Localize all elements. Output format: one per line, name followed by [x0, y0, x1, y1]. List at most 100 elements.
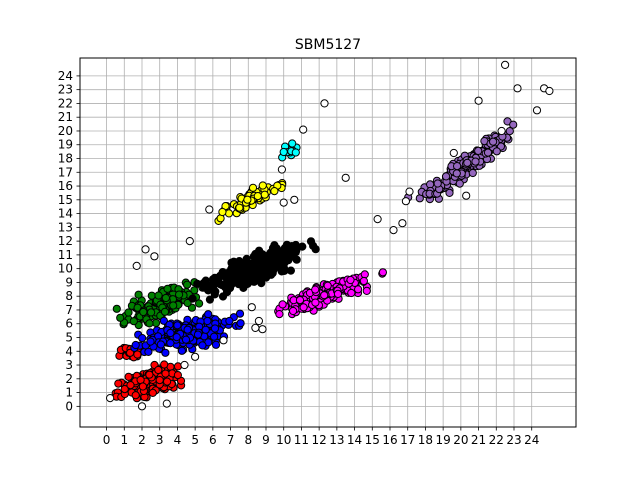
x-tick-label: 15: [365, 433, 380, 447]
data-point-blue: [177, 346, 186, 355]
x-tick-label: 12: [312, 433, 327, 447]
data-point-blue: [225, 316, 234, 326]
data-point-red: [124, 372, 133, 381]
data-point-outlier: [132, 261, 141, 270]
chart-title: SBM5127: [295, 37, 361, 53]
x-axis: 0 1 2 3 4 5 6 7 8 9 10 11 12 13 14 15 16 17 18 19 20 21 22 23 24: [103, 427, 539, 447]
data-point-black: [205, 281, 214, 290]
data-point-magenta: [299, 303, 308, 312]
data-point-magenta: [378, 268, 387, 277]
x-tick-label: 13: [329, 433, 344, 447]
x-tick-label: 2: [138, 433, 146, 447]
x-tick-label: 3: [156, 433, 164, 447]
data-point-green: [139, 307, 148, 317]
data-point-outlier: [162, 399, 171, 408]
data-point-magenta: [359, 276, 368, 286]
data-point-magenta: [360, 270, 369, 279]
data-point-black: [227, 278, 236, 287]
data-point-outlier: [405, 187, 414, 196]
data-point-magenta: [289, 306, 298, 316]
data-point-blue: [210, 324, 220, 333]
data-point-outlier: [290, 195, 299, 204]
data-point-blue: [166, 328, 175, 338]
data-point-magenta: [320, 291, 329, 300]
data-point-outlier: [401, 197, 410, 206]
data-point-blue: [161, 348, 170, 357]
data-point-blue: [236, 319, 245, 328]
data-point-cyan: [279, 147, 288, 157]
data-point-magenta: [295, 296, 305, 305]
data-point-purple: [453, 162, 462, 171]
data-point-black: [298, 242, 307, 251]
data-point-green: [169, 301, 178, 310]
data-point-green: [124, 308, 133, 317]
data-point-green: [129, 317, 138, 326]
y-tick-label: 0: [65, 399, 73, 413]
data-point-green: [195, 299, 204, 308]
data-point-red: [155, 376, 164, 385]
data-point-red: [131, 391, 140, 400]
data-point-black: [193, 279, 202, 288]
data-point-outlier: [106, 394, 115, 403]
data-point-outlier: [474, 96, 483, 105]
data-point-outlier: [277, 165, 286, 174]
x-tick-label: 8: [244, 433, 252, 447]
grid: [80, 58, 576, 427]
y-tick-label: 17: [58, 165, 73, 179]
data-point-black: [205, 295, 214, 304]
data-point-blue: [159, 316, 168, 325]
x-tick-label: 1: [120, 433, 128, 447]
data-points: [106, 60, 554, 411]
data-point-outlier: [180, 360, 189, 370]
data-point-blue: [193, 330, 203, 339]
data-point-outlier: [501, 60, 510, 70]
data-point-yellow: [253, 192, 262, 201]
data-point-blue: [183, 325, 192, 334]
data-point-outlier: [185, 237, 194, 246]
y-tick-label: 5: [65, 331, 73, 345]
y-tick-label: 12: [58, 234, 73, 248]
data-point-blue: [131, 340, 140, 350]
data-point-black: [276, 264, 285, 273]
data-point-purple: [489, 137, 498, 146]
y-tick-label: 3: [65, 358, 73, 372]
data-point-black: [214, 275, 223, 284]
x-tick-label: 14: [347, 433, 362, 447]
data-point-red: [163, 377, 172, 386]
y-tick-label: 21: [58, 110, 73, 124]
x-tick-label: 10: [276, 433, 291, 447]
data-point-black: [245, 264, 254, 273]
data-point-magenta: [311, 298, 320, 307]
x-tick-label: 24: [524, 433, 539, 447]
data-point-purple: [433, 179, 442, 188]
data-point-purple: [492, 147, 501, 156]
data-point-outlier: [141, 245, 150, 254]
data-point-red: [148, 388, 157, 397]
data-point-blue: [166, 339, 175, 348]
x-tick-label: 21: [471, 433, 486, 447]
data-point-blue: [156, 340, 165, 349]
data-point-purple: [509, 120, 518, 129]
data-point-yellow: [258, 181, 267, 190]
x-tick-label: 5: [191, 433, 199, 447]
data-point-outlier: [299, 125, 308, 134]
data-point-purple: [442, 172, 451, 181]
data-point-outlier: [137, 402, 147, 411]
data-point-red: [145, 370, 154, 379]
data-point-outlier: [258, 325, 267, 334]
data-point-blue: [181, 335, 191, 344]
data-point-yellow: [260, 190, 269, 199]
y-tick-label: 20: [58, 124, 73, 138]
data-point-green: [160, 307, 170, 316]
data-point-outlier: [254, 316, 263, 326]
y-tick-label: 10: [58, 262, 73, 276]
data-point-outlier: [251, 323, 260, 332]
data-point-green: [145, 319, 154, 328]
data-point-black: [269, 265, 278, 274]
y-tick-label: 8: [65, 289, 73, 303]
data-point-blue: [198, 341, 207, 350]
data-point-blue: [172, 333, 181, 342]
data-point-black: [210, 290, 219, 299]
data-point-outlier: [205, 205, 214, 214]
